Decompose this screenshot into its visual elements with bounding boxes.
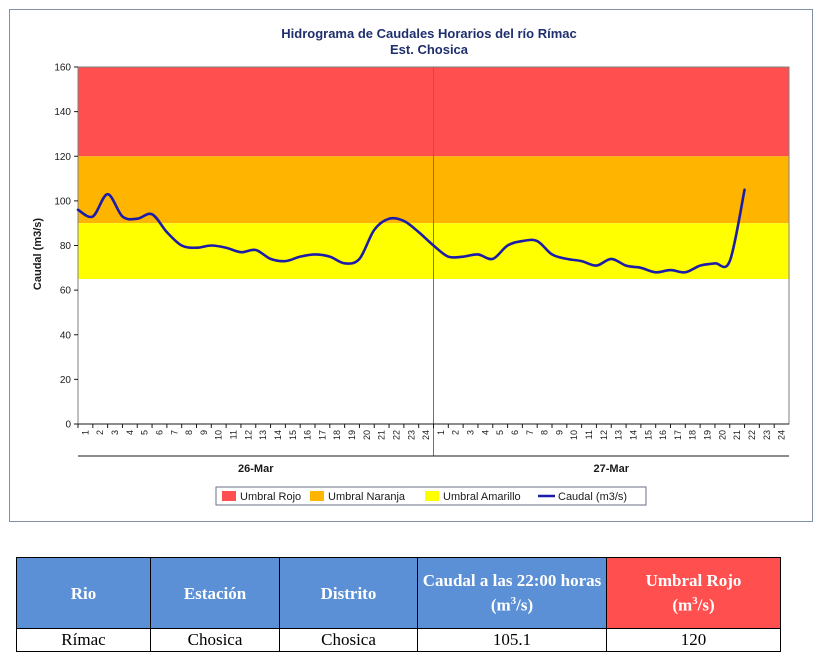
- x-tick-label: 24: [421, 430, 431, 440]
- x-tick-label: 15: [288, 430, 298, 440]
- x-tick-label: 13: [258, 430, 268, 440]
- header-umbral-rojo: Umbral Rojo (m3/s): [606, 557, 781, 629]
- cell-rio: Rímac: [16, 628, 151, 652]
- y-tick-label: 40: [60, 330, 72, 341]
- x-tick-label: 19: [703, 430, 713, 440]
- summary-table: Rio Estación Distrito Caudal a las 22:00…: [16, 557, 781, 652]
- x-tick-label: 5: [495, 430, 505, 435]
- cell-distrito: Chosica: [279, 628, 418, 652]
- x-tick-label: 4: [480, 430, 490, 435]
- header-umbral-label: Umbral Rojo: [645, 571, 742, 591]
- legend-swatch: [310, 491, 324, 501]
- x-tick-label: 15: [643, 430, 653, 440]
- y-tick-label: 0: [65, 420, 71, 431]
- x-tick-label: 10: [569, 430, 579, 440]
- x-tick-label: 8: [540, 430, 550, 435]
- x-tick-label: 16: [658, 430, 668, 440]
- header-caudal-unit-b: /s): [516, 595, 534, 615]
- chart-title: Hidrograma de Caudales Horarios del río …: [281, 26, 576, 41]
- x-tick-label: 14: [273, 430, 283, 440]
- x-tick-label: 13: [614, 430, 624, 440]
- x-tick-label: 7: [525, 430, 535, 435]
- header-rio: Rio: [16, 557, 151, 629]
- x-tick-label: 3: [466, 430, 476, 435]
- x-tick-label: 7: [169, 430, 179, 435]
- y-tick-label: 20: [60, 375, 72, 386]
- x-tick-label: 6: [154, 430, 164, 435]
- y-tick-label: 120: [54, 152, 71, 163]
- x-tick-label: 11: [584, 430, 594, 439]
- y-axis-label: Caudal (m3/s): [32, 218, 44, 290]
- chart-frame: Hidrograma de Caudales Horarios del río …: [9, 9, 813, 522]
- header-umbral-unit-sup: 3: [692, 595, 698, 608]
- legend-item-label: Umbral Naranja: [328, 491, 406, 503]
- x-tick-label: 1: [80, 430, 90, 435]
- x-tick-label: 14: [628, 430, 638, 440]
- x-tick-label: 4: [125, 430, 135, 435]
- cell-caudal: 105.1: [417, 628, 607, 652]
- y-tick-label: 140: [54, 107, 71, 118]
- y-tick-label: 100: [54, 196, 71, 207]
- x-tick-label: 23: [406, 430, 416, 440]
- legend-item-label: Umbral Rojo: [240, 491, 301, 503]
- table-header-row: Rio Estación Distrito Caudal a las 22:00…: [16, 557, 781, 629]
- day-label: 26-Mar: [238, 463, 274, 475]
- legend: Umbral Rojo Umbral Naranja Umbral Amarillo…: [215, 486, 647, 506]
- x-tick-label: 6: [510, 430, 520, 435]
- x-tick-label: 18: [332, 430, 342, 440]
- x-tick-label: 5: [140, 430, 150, 435]
- legend-swatch: [222, 491, 236, 501]
- header-caudal-label: Caudal a las 22:00 horas: [422, 571, 602, 591]
- x-tick-label: 19: [347, 430, 357, 440]
- header-distrito-label: Distrito: [320, 583, 377, 603]
- legend-swatch: [425, 491, 439, 501]
- y-tick-label: 80: [60, 241, 72, 252]
- x-tick-label: 21: [377, 430, 387, 440]
- hydrograph-chart: Hidrograma de Caudales Horarios del río …: [32, 26, 790, 506]
- legend-item-label: Umbral Amarillo: [443, 491, 521, 503]
- x-tick-label: 18: [688, 430, 698, 440]
- x-tick-label: 8: [184, 430, 194, 435]
- header-rio-label: Rio: [70, 583, 97, 603]
- x-tick-label: 21: [732, 430, 742, 440]
- x-tick-label: 1: [436, 430, 446, 435]
- x-tick-label: 11: [229, 430, 239, 439]
- x-tick-label: 2: [451, 430, 461, 435]
- header-caudal-unit-a: (m: [490, 595, 511, 615]
- x-tick-label: 10: [214, 430, 224, 440]
- cell-umbral: 120: [606, 628, 781, 652]
- x-tick-label: 12: [599, 430, 609, 440]
- cell-estacion: Chosica: [150, 628, 280, 652]
- x-tick-label: 2: [95, 430, 105, 435]
- x-tick-label: 20: [717, 430, 727, 440]
- legend-item-label: Caudal (m3/s): [558, 491, 627, 503]
- x-tick-label: 17: [673, 430, 683, 440]
- y-tick-label: 160: [54, 63, 71, 74]
- header-caudal: Caudal a las 22:00 horas (m3/s): [417, 557, 607, 629]
- series-line-caudal: [76, 188, 746, 274]
- x-tick-label: 3: [110, 430, 120, 435]
- x-tick-label: 23: [762, 430, 772, 440]
- x-tick-label: 24: [777, 430, 787, 440]
- x-tick-label: 9: [554, 430, 564, 435]
- x-tick-label: 17: [317, 430, 327, 440]
- x-tick-label: 20: [362, 430, 372, 440]
- x-tick-label: 12: [243, 430, 253, 440]
- header-estacion-label: Estación: [183, 583, 247, 603]
- x-tick-label: 22: [391, 430, 401, 440]
- x-tick-label: 16: [303, 430, 313, 440]
- x-tick-label: 9: [199, 430, 209, 435]
- header-umbral-unit-b: /s): [697, 595, 715, 615]
- header-caudal-unit-sup: 3: [510, 595, 517, 608]
- day-label: 27-Mar: [594, 463, 630, 475]
- y-tick-label: 60: [60, 286, 72, 297]
- x-tick-label: 22: [747, 430, 757, 440]
- chart-subtitle: Est. Chosica: [390, 42, 469, 57]
- header-distrito: Distrito: [279, 557, 418, 629]
- header-umbral-unit-a: (m: [672, 595, 693, 615]
- table-row: Rímac Chosica Chosica 105.1 120: [16, 628, 781, 652]
- header-estacion: Estación: [150, 557, 280, 629]
